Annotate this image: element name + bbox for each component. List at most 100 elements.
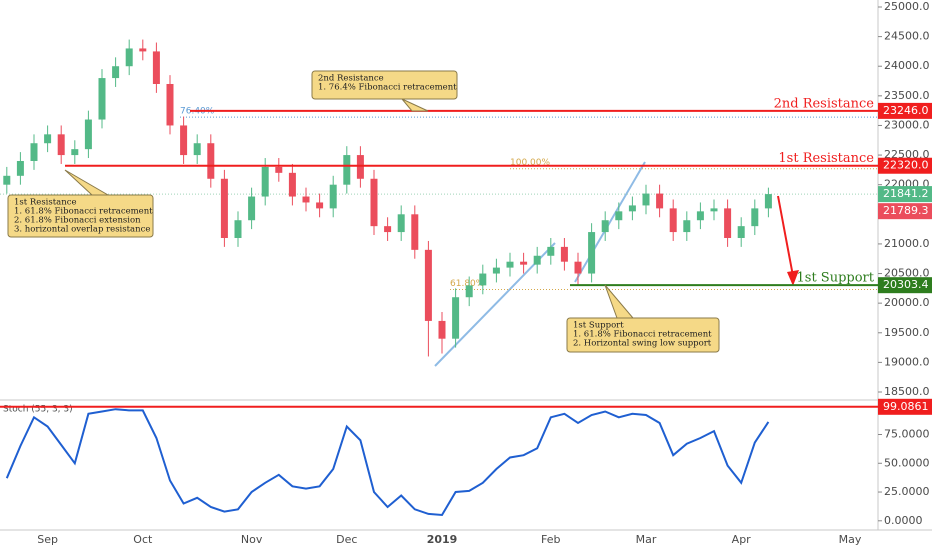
candle-body xyxy=(628,205,636,212)
y-tick-label: 24500.0 xyxy=(884,30,930,43)
y-tick-label: 20500.0 xyxy=(884,267,930,280)
candle-body xyxy=(261,166,269,197)
candle-body xyxy=(492,267,500,274)
candle-body xyxy=(764,194,772,209)
candle-body xyxy=(30,143,38,161)
callout-text: 1. 76.4% Fibonacci retracement xyxy=(318,83,457,93)
candle-body xyxy=(3,175,11,185)
candle-body xyxy=(166,83,174,126)
candle-body xyxy=(71,149,79,156)
callout-box xyxy=(7,194,154,238)
stoch-y-tick-label: 0.0000 xyxy=(884,514,923,527)
candle-body xyxy=(506,261,514,268)
stoch-y-tick-label: 50.0000 xyxy=(884,456,930,469)
candle-body xyxy=(84,119,92,150)
stoch-level-label: 99.0861 xyxy=(883,400,929,413)
callout-text: 1st Support xyxy=(573,321,624,331)
candle-body xyxy=(465,285,473,298)
callout-box xyxy=(311,70,458,100)
x-tick-label: Oct xyxy=(133,533,153,546)
candle-body xyxy=(411,214,419,250)
candle-body xyxy=(193,143,201,156)
candle-body xyxy=(302,196,310,203)
candle-body xyxy=(112,66,120,79)
price-tag-label: 21789.3 xyxy=(883,204,929,217)
callout-text: 1st Resistance xyxy=(14,198,77,208)
candle-body xyxy=(656,193,664,209)
level-tag xyxy=(878,102,932,119)
candle-body xyxy=(180,125,188,156)
candle-body xyxy=(533,255,541,265)
y-tick-label: 19000.0 xyxy=(884,355,930,368)
level-tag-label: 22320.0 xyxy=(883,159,929,172)
candle-body xyxy=(588,232,596,274)
candle-body xyxy=(479,273,487,286)
candle-body xyxy=(234,220,242,238)
y-tick-label: 24000.0 xyxy=(884,59,930,72)
y-tick-label: 25000.0 xyxy=(884,0,930,13)
candle-body xyxy=(424,249,432,321)
stoch-title: Stoch (55, 3, 3) xyxy=(3,405,73,415)
candle-body xyxy=(248,196,256,221)
level-tag-label: 20303.4 xyxy=(883,278,929,291)
price-tag xyxy=(878,186,932,203)
candle-body xyxy=(615,211,623,221)
candle-body xyxy=(139,48,147,52)
price-tag xyxy=(878,203,932,220)
fib-arrow xyxy=(574,161,646,283)
projection-arrow xyxy=(777,195,794,277)
callout-text: 2. Horizontal swing low support xyxy=(573,339,712,349)
candle-body xyxy=(520,261,528,265)
candle-body xyxy=(737,226,745,238)
y-tick-label: 21000.0 xyxy=(884,237,930,250)
stoch-y-tick-label: 75.0000 xyxy=(884,428,930,441)
level-tag-label: 23246.0 xyxy=(883,104,929,117)
level-name: 1st Support xyxy=(797,271,875,286)
fib-label: 100.00% xyxy=(510,158,550,168)
x-tick-label: May xyxy=(839,533,862,546)
arrow-head xyxy=(787,270,799,286)
candle-body xyxy=(710,208,718,212)
level-tag xyxy=(878,157,932,174)
fib-label: 61.80% xyxy=(450,279,485,289)
candle-body xyxy=(696,211,704,221)
y-tick-label: 23500.0 xyxy=(884,89,930,102)
candle-body xyxy=(356,155,364,179)
callout-text: 1. 61.8% Fibonacci retracement xyxy=(573,330,712,340)
stoch-level-tag xyxy=(878,398,932,415)
candle-body xyxy=(57,134,65,156)
candle-body xyxy=(683,220,691,233)
candle-body xyxy=(574,261,582,274)
candle-body xyxy=(207,143,215,179)
level-tag xyxy=(878,277,932,294)
y-tick-label: 20000.0 xyxy=(884,296,930,309)
stoch-y-tick-label: 25.0000 xyxy=(884,485,930,498)
x-tick-label: Sep xyxy=(37,533,58,546)
callout-pointer xyxy=(401,98,429,112)
candle-body xyxy=(370,178,378,227)
candle-body xyxy=(751,208,759,227)
callout-text: 2. 61.8% Fibonacci extension xyxy=(14,216,141,226)
x-tick-label: Apr xyxy=(732,533,752,546)
candle-body xyxy=(316,202,324,209)
candle-body xyxy=(343,155,351,185)
level-name: 1st Resistance xyxy=(778,151,874,166)
x-tick-label: Mar xyxy=(636,533,657,546)
callout-text: 3. horizontal overlap resistance xyxy=(14,225,150,235)
candle-body xyxy=(397,214,405,233)
x-tick-label: Nov xyxy=(241,533,263,546)
candle-body xyxy=(220,178,228,238)
x-tick-label: Dec xyxy=(336,533,357,546)
candle-body xyxy=(438,320,446,339)
candle-body xyxy=(44,134,52,144)
x-tick-label: Feb xyxy=(541,533,560,546)
y-tick-label: 18500.0 xyxy=(884,385,930,398)
candle-body xyxy=(669,208,677,233)
candle-body xyxy=(16,160,24,176)
candle-body xyxy=(98,78,106,120)
candle-body xyxy=(275,166,283,173)
candle-body xyxy=(452,297,460,339)
candle-body xyxy=(384,226,392,233)
